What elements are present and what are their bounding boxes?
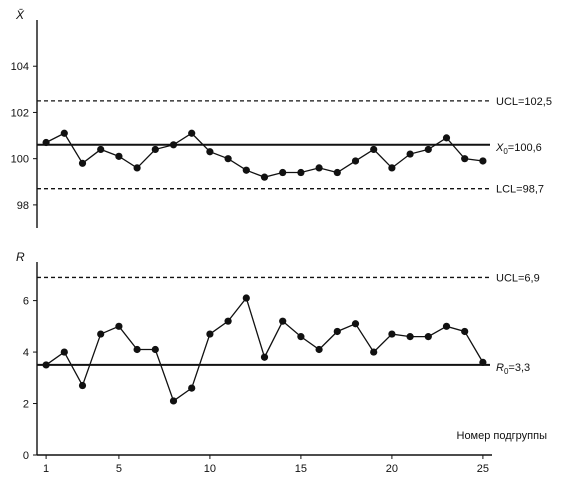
data-point <box>169 141 178 149</box>
data-point <box>479 157 487 165</box>
y-tick-label: 102 <box>11 107 29 119</box>
y-tick-label: 6 <box>23 296 29 308</box>
data-point <box>424 333 432 341</box>
y-axis-title: R <box>16 250 25 264</box>
data-point <box>406 150 414 158</box>
x-tick-label: 15 <box>295 463 307 475</box>
data-point <box>133 345 141 354</box>
data-point <box>188 129 196 137</box>
data-point <box>388 164 396 172</box>
data-point <box>151 145 159 154</box>
data-point <box>333 327 341 336</box>
y-tick-label: 0 <box>23 450 29 462</box>
y-tick-label: 100 <box>11 154 29 166</box>
x-tick-label: 25 <box>477 463 489 475</box>
data-point <box>351 157 360 165</box>
data-point <box>461 327 469 336</box>
data-point <box>442 134 451 142</box>
data-point <box>97 145 105 154</box>
data-point <box>60 129 68 137</box>
data-point <box>97 330 105 338</box>
data-point <box>370 348 378 356</box>
data-point <box>224 317 232 325</box>
data-point <box>297 168 305 177</box>
data-point <box>242 166 250 174</box>
data-point <box>279 317 287 325</box>
data-point <box>78 381 87 390</box>
data-point <box>78 159 87 167</box>
y-axis-title: X̄ <box>15 8 25 22</box>
series-line <box>45 296 484 402</box>
y-tick-label: 98 <box>17 200 29 212</box>
data-point <box>279 168 287 177</box>
data-point <box>442 322 451 330</box>
y-tick-label: 104 <box>11 61 29 73</box>
data-point <box>42 138 50 147</box>
x-tick-label: 20 <box>386 463 398 475</box>
data-point <box>206 330 214 338</box>
x-tick-label: 1 <box>43 463 49 475</box>
data-point <box>151 345 159 354</box>
data-point <box>206 148 214 156</box>
y-tick-label: 4 <box>23 347 29 359</box>
x-tick-label: 5 <box>116 463 122 475</box>
data-point <box>406 333 414 341</box>
data-point <box>260 173 269 181</box>
data-point <box>479 358 487 366</box>
reference-label-ucl: UCL=102,5 <box>496 96 552 108</box>
data-point <box>60 348 68 356</box>
x-tick-label: 10 <box>204 463 216 475</box>
x-axis-title: Номер подгруппы <box>457 430 548 442</box>
data-point <box>315 164 323 172</box>
reference-label-ucl: UCL=6,9 <box>496 272 540 284</box>
data-point <box>115 152 123 160</box>
data-point <box>388 330 396 338</box>
data-point <box>169 397 178 405</box>
data-point <box>242 294 250 302</box>
data-point <box>188 384 196 392</box>
data-point <box>224 155 232 163</box>
data-point <box>42 361 50 369</box>
reference-label-center: R0=3,3 <box>496 362 530 376</box>
y-tick-label: 2 <box>23 399 29 411</box>
series-line <box>45 132 483 178</box>
data-point <box>260 353 269 361</box>
data-point <box>133 164 141 172</box>
data-point <box>424 145 432 154</box>
reference-label-lcl: LCL=98,7 <box>496 184 544 196</box>
data-point <box>315 345 323 354</box>
data-point <box>333 168 341 177</box>
data-point <box>370 145 378 154</box>
data-point <box>115 322 123 330</box>
reference-label-center: X0=100,6 <box>495 142 542 156</box>
data-point <box>297 333 305 341</box>
data-point <box>351 320 360 328</box>
data-point <box>461 155 469 163</box>
